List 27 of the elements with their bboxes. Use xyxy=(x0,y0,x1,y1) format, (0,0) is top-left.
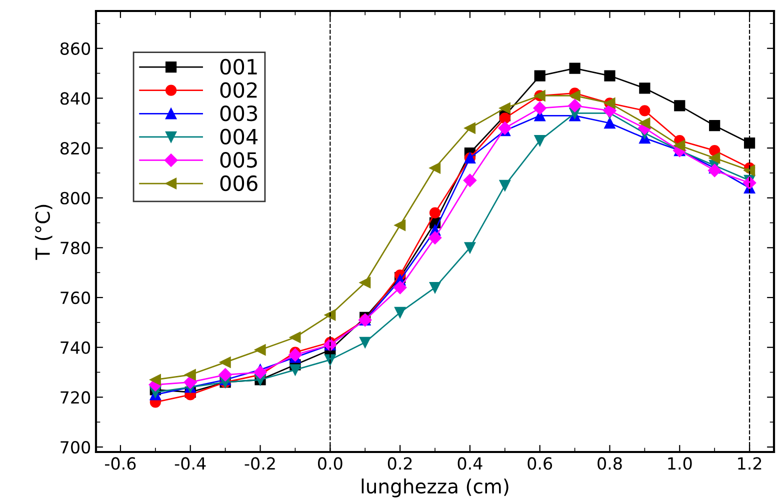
y-tick-label: 760 xyxy=(60,291,90,304)
x-tick-label: 1.2 xyxy=(738,457,762,470)
legend-label: 005 xyxy=(220,152,257,168)
x-tick-label: 1.0 xyxy=(668,457,692,470)
x-tick-label: 0.8 xyxy=(598,457,622,470)
y-tick-label: 720 xyxy=(60,391,90,404)
y-tick-label: 800 xyxy=(60,192,90,204)
y-axis-title: T (°C) xyxy=(34,204,52,260)
y-tick-label: 860 xyxy=(60,42,90,55)
legend-label: 003 xyxy=(220,105,258,122)
x-tick-label: -0.6 xyxy=(105,457,136,470)
legend-label: 001 xyxy=(220,58,257,75)
y-tick-label: 700 xyxy=(60,440,90,454)
x-tick-label: -0.2 xyxy=(244,457,275,470)
x-tick-label: -0.4 xyxy=(174,457,206,470)
y-tick-label: 740 xyxy=(60,341,90,354)
x-tick-label: 0.0 xyxy=(318,457,342,470)
x-tick-label: 0.6 xyxy=(528,457,552,470)
x-axis-title: lunghezza (cm) xyxy=(362,478,508,498)
legend-label: 004 xyxy=(220,128,258,145)
legend-label: 006 xyxy=(220,175,258,192)
y-tick-label: 780 xyxy=(60,242,90,254)
y-tick-label: 820 xyxy=(60,142,90,155)
x-tick-label: 0.2 xyxy=(388,457,412,470)
legend-label: 002 xyxy=(220,82,257,98)
y-tick-label: 840 xyxy=(60,92,90,105)
x-tick-label: 0.4 xyxy=(458,457,482,470)
